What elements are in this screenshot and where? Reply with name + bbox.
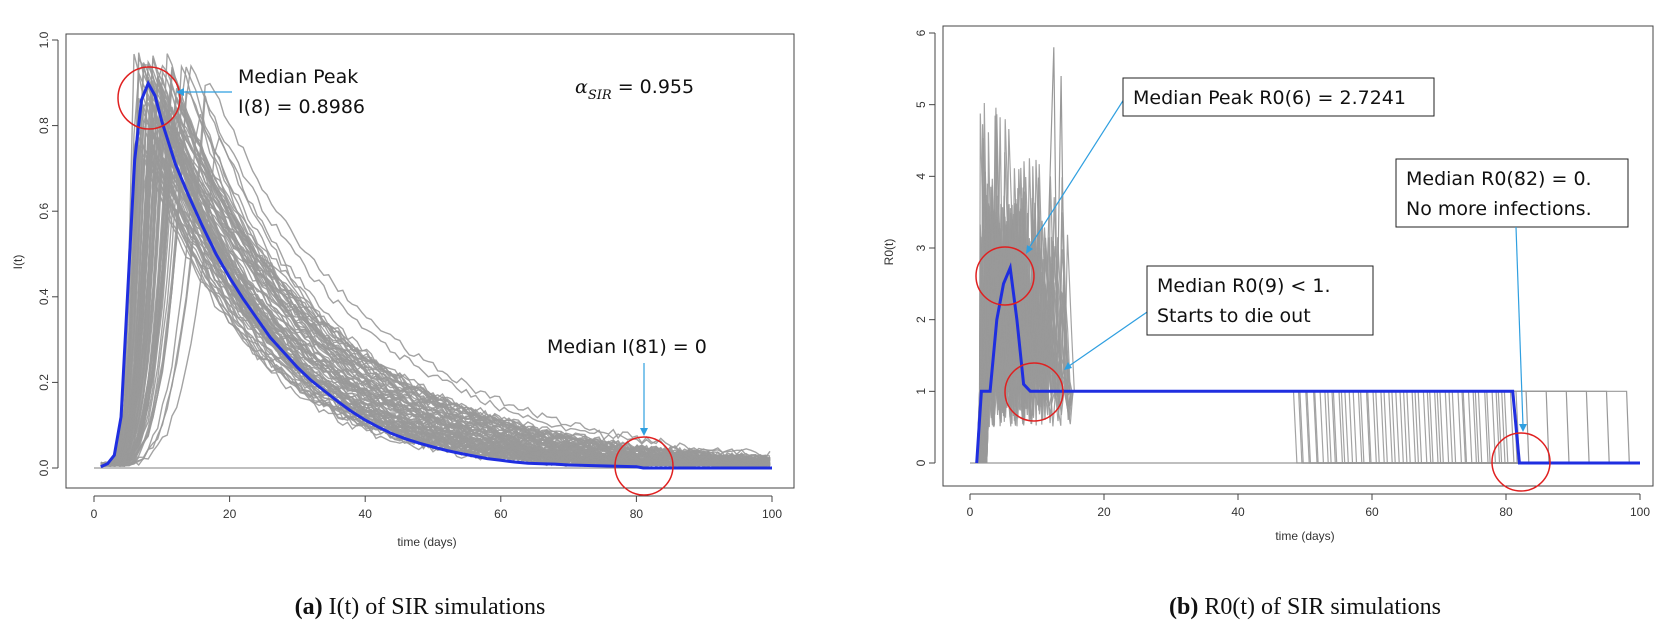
panel-b-y-tick-label: 1 [914, 388, 928, 395]
panel-b-caption-letter: (b) [1169, 594, 1198, 620]
simulation-line [100, 134, 771, 467]
simulation-line [981, 208, 1640, 464]
panel-a-y-tick-label: 0.2 [37, 374, 51, 391]
panel-a-axes: 0 20 40 60 80 100 0.0 0.2 0.4 0.6 0.8 1.0 [37, 31, 782, 521]
panel-b-peak-box-text: Median Peak R0(6) = 2.7241 [1133, 87, 1406, 109]
panel-b-mid-box-text-1: Median R0(9) < 1. [1157, 275, 1330, 297]
alpha-value: = 0.955 [612, 76, 694, 98]
panel-b-x-tick-label: 80 [1499, 505, 1513, 519]
panel-a-peak-label-2: I(8) = 0.8986 [238, 96, 365, 118]
panel-a-alpha-label: αSIR = 0.955 [575, 76, 694, 103]
simulation-line [100, 66, 771, 467]
panel-a-x-tick-label: 100 [762, 507, 782, 521]
simulation-line [980, 211, 1640, 464]
panel-a-caption-text: I(t) of SIR simulations [329, 594, 546, 620]
simulation-line [985, 214, 1640, 464]
simulation-line [100, 106, 771, 468]
simulation-line [1043, 47, 1072, 392]
simulation-line [100, 128, 771, 468]
panel-b-peak-arrow [1028, 95, 1127, 249]
panel-a-end-label: Median I(81) = 0 [547, 336, 707, 358]
alpha-subscript: SIR [588, 88, 612, 103]
panel-b-peak-circle [975, 246, 1035, 306]
panel-a-peak-label-1: Median Peak [238, 66, 358, 88]
panel-b-end-arrowhead [1519, 424, 1527, 432]
panel-a-median-line [100, 79, 772, 470]
panel-b-mid-box-text-2: Starts to die out [1157, 305, 1311, 327]
simulation-line [100, 95, 771, 467]
simulation-line [979, 227, 1640, 464]
panel-a-x-tick-label: 0 [91, 507, 98, 521]
panel-b-y-tick-label: 5 [914, 101, 928, 108]
panel-a-x-tick-label: 60 [494, 507, 508, 521]
panel-b-mid-box [1146, 265, 1374, 336]
alpha-symbol: α [575, 76, 588, 98]
panel-b: 0 20 40 60 80 100 0 1 2 3 4 5 6 time (days) R0(t) Me… [882, 25, 1654, 620]
panel-b-mid-circle [1004, 362, 1064, 422]
panel-b-ylabel: R0(t) [882, 239, 896, 266]
panel-b-end-box-text-2: No more infections. [1406, 198, 1592, 220]
panel-b-y-tick-label: 0 [914, 459, 928, 466]
panel-a-x-tick-label: 80 [630, 507, 644, 521]
panel-a-x-tick-label: 40 [359, 507, 373, 521]
simulation-line [980, 214, 1640, 464]
panel-b-plot-frame [942, 25, 1654, 487]
simulation-line [978, 220, 1640, 464]
panel-a-end-circle [614, 436, 674, 496]
panel-b-xlabel: time (days) [1275, 529, 1334, 543]
panel-a-y-tick-label: 1.0 [37, 31, 51, 48]
panel-b-y-tick-label: 3 [914, 244, 928, 251]
simulation-line [979, 213, 1640, 464]
panel-b-x-tick-label: 20 [1097, 505, 1111, 519]
simulation-line [986, 211, 1640, 464]
panel-a-plot-frame [65, 33, 795, 489]
panel-a-end-arrowhead [640, 428, 648, 436]
panel-a-x-tick-label: 20 [223, 507, 237, 521]
panel-b-y-tick-label: 6 [914, 29, 928, 36]
panel-b-end-circle [1491, 432, 1551, 492]
panel-b-peak-box [1122, 77, 1435, 117]
panel-b-peak-arrowhead [1026, 245, 1033, 254]
panel-a-y-tick-label: 0.0 [37, 459, 51, 476]
panel-b-x-tick-label: 40 [1231, 505, 1245, 519]
panel-b-mid-arrowhead [1064, 362, 1072, 370]
panel-b-caption-text: R0(t) of SIR simulations [1204, 594, 1441, 620]
panel-b-mid-arrow [1068, 309, 1151, 367]
panel-a-y-tick-label: 0.6 [37, 203, 51, 220]
panel-b-y-tick-label: 2 [914, 316, 928, 323]
simulation-line [976, 236, 1640, 464]
simulation-line [100, 127, 771, 468]
panel-b-x-tick-label: 100 [1630, 505, 1650, 519]
panel-a: 0 20 40 60 80 100 0.0 0.2 0.4 0.6 0.8 1.0 time (day… [11, 31, 795, 620]
panel-a-peak-circle [117, 66, 181, 130]
simulation-line [985, 212, 1640, 464]
panel-a-peak-arrowhead [176, 88, 184, 96]
panel-b-axes: 0 20 40 60 80 100 0 1 2 3 4 5 6 [914, 29, 1650, 519]
panel-b-median-line [975, 262, 1640, 465]
simulation-line [986, 217, 1640, 464]
panel-b-end-arrow [1515, 226, 1524, 427]
panel-a-y-tick-label: 0.8 [37, 117, 51, 134]
panel-a-ylabel: I(t) [11, 255, 25, 270]
panel-a-simulation-lines [100, 52, 771, 468]
simulation-line [980, 211, 1640, 464]
panel-b-caption: (b) R0(t) of SIR simulations [1169, 594, 1441, 620]
panel-b-end-box [1395, 158, 1629, 228]
simulation-line [100, 63, 771, 466]
panel-a-caption: (a) I(t) of SIR simulations [295, 594, 546, 620]
panel-b-x-tick-label: 0 [967, 505, 974, 519]
panel-b-end-box-text-1: Median R0(82) = 0. [1406, 168, 1592, 190]
panel-a-xlabel: time (days) [397, 535, 456, 549]
panel-b-x-tick-label: 60 [1365, 505, 1379, 519]
panel-b-y-tick-label: 4 [914, 173, 928, 180]
simulation-line [100, 129, 771, 467]
panel-a-y-tick-label: 0.4 [37, 288, 51, 305]
simulation-line [985, 217, 1640, 464]
panel-a-caption-letter: (a) [295, 594, 323, 620]
